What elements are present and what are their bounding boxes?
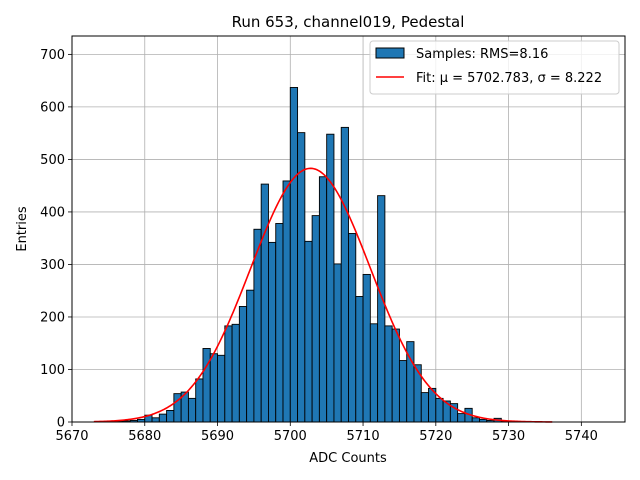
- x-axis-ticks: 5670 5680 5690 5700 5710 5720 5730 5740: [55, 422, 598, 444]
- histogram-bar: [420, 392, 429, 423]
- histogram-bar: [377, 195, 386, 423]
- histogram-bar: [471, 417, 480, 423]
- histogram-bar: [224, 325, 233, 423]
- histogram-bar: [435, 397, 444, 423]
- histogram-bar: [158, 413, 168, 423]
- histogram-bar: [209, 353, 218, 423]
- y-tick-label: 200: [40, 310, 65, 325]
- histogram-bar: [318, 176, 328, 423]
- y-tick-label: 0: [57, 416, 65, 431]
- histogram-bar: [231, 323, 240, 423]
- histogram-bar: [457, 413, 466, 423]
- x-tick-label: 5680: [128, 429, 161, 444]
- histogram-bar: [260, 183, 269, 423]
- x-tick-label: 5690: [201, 429, 234, 444]
- histogram-bar: [384, 325, 393, 423]
- y-tick-label: 600: [40, 100, 65, 115]
- histogram-bar: [151, 417, 160, 423]
- y-tick-label: 100: [40, 363, 65, 378]
- histogram-bar: [289, 87, 299, 423]
- histogram-bar: [187, 397, 197, 423]
- histogram-bar: [398, 360, 408, 423]
- histogram-bar: [340, 126, 349, 423]
- legend-fit-label: Fit: μ = 5702.783, σ = 8.222: [416, 71, 602, 86]
- x-tick-label: 5730: [492, 429, 525, 444]
- x-tick-label: 5700: [274, 429, 307, 444]
- legend-histogram-label: Samples: RMS=8.16: [416, 47, 548, 62]
- histogram-bar: [391, 328, 400, 423]
- x-axis-label: ADC Counts: [309, 451, 387, 466]
- x-tick-label: 5720: [419, 429, 452, 444]
- histogram-bar: [304, 240, 313, 423]
- legend-histogram-swatch: [375, 47, 405, 59]
- chart-title: Run 653, channel019, Pedestal: [232, 13, 465, 31]
- y-tick-label: 700: [40, 48, 65, 63]
- legend-box: [369, 40, 620, 95]
- histogram-bar: [275, 223, 284, 423]
- histogram-bar: [326, 133, 335, 423]
- histogram-bar: [202, 348, 211, 423]
- y-axis-ticks: 0 100 200 300 400 500 600 700: [40, 48, 72, 431]
- histogram-bar: [238, 306, 248, 423]
- histogram-bar: [333, 263, 342, 423]
- y-axis-label: Entries: [15, 206, 30, 252]
- histogram-bar: [246, 289, 255, 423]
- x-tick-label: 5740: [565, 429, 598, 444]
- histogram-bar: [268, 241, 277, 423]
- fit-curve: [93, 167, 553, 423]
- x-tick-label: 5710: [347, 429, 380, 444]
- histogram-bar: [166, 409, 175, 423]
- histogram-bars: [115, 87, 510, 423]
- histogram-bar: [217, 354, 226, 423]
- histogram-bar: [297, 132, 306, 423]
- histogram-bar: [311, 215, 320, 423]
- plot-frame: [71, 35, 626, 423]
- histogram-bar: [355, 296, 364, 423]
- histogram-bar: [282, 180, 291, 423]
- y-tick-label: 400: [40, 205, 65, 220]
- y-tick-label: 500: [40, 153, 65, 168]
- histogram-bar: [195, 378, 204, 423]
- histogram-bar: [369, 323, 379, 423]
- y-tick-label: 300: [40, 258, 65, 273]
- x-tick-label: 5670: [55, 429, 88, 444]
- legend: Samples: RMS=8.16 Fit: μ = 5702.783, σ =…: [369, 40, 620, 95]
- histogram-bar: [348, 233, 357, 423]
- histogram-bar: [362, 273, 371, 423]
